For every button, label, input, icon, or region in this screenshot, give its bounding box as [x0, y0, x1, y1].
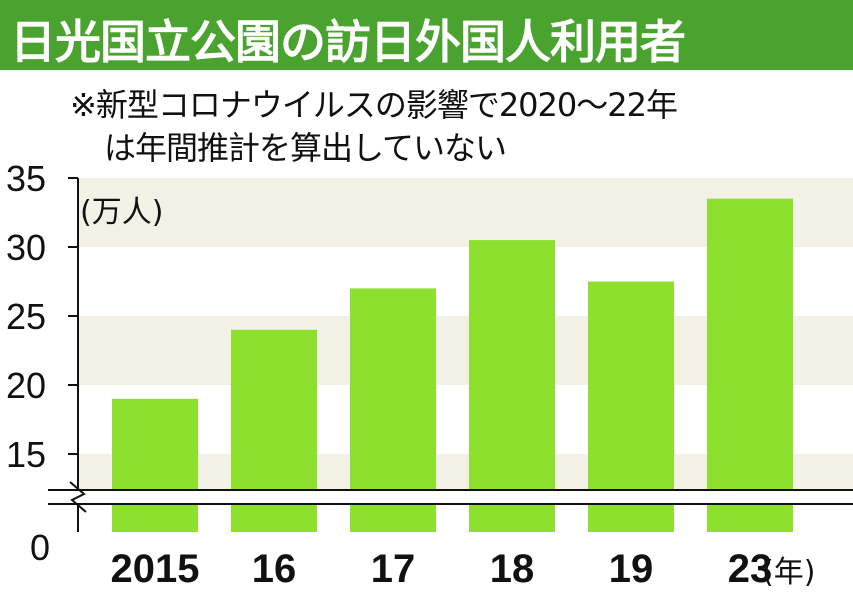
x-tick-label: 16	[252, 547, 297, 591]
chart-title: 日光国立公園の訪日外国人利用者	[10, 15, 686, 69]
y-tick-label: 35	[6, 158, 46, 199]
y-tick-label: 20	[6, 365, 46, 406]
y-tick-label: 30	[6, 227, 46, 268]
axis-break-mark	[48, 481, 853, 513]
title-bar: 日光国立公園の訪日外国人利用者	[0, 0, 853, 70]
bar-23	[707, 198, 793, 532]
x-axis-unit: (年)	[762, 555, 815, 590]
y-tick-label: 0	[30, 527, 50, 568]
x-tick-label: 17	[371, 547, 416, 591]
x-tick-label: 19	[609, 547, 654, 591]
x-tick-label: 23	[728, 547, 773, 591]
x-tick-label: 2015	[111, 547, 200, 591]
y-axis-unit: (万人)	[80, 195, 163, 230]
bar-2015	[112, 398, 198, 532]
note-line-1: ※新型コロナウイルスの影響で2020～22年	[70, 86, 678, 124]
y-tick-label: 25	[6, 296, 46, 337]
bar-18	[469, 240, 555, 532]
x-tick-label: 18	[490, 547, 535, 591]
note-line-2: は年間推計を算出していない	[104, 129, 507, 167]
y-tick-label: 15	[6, 434, 46, 475]
